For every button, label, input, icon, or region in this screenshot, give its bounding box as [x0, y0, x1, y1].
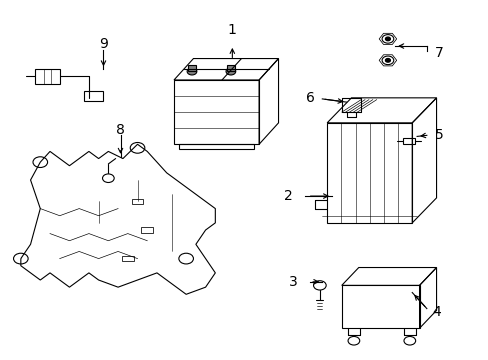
Text: 6: 6: [305, 91, 314, 105]
Text: 5: 5: [434, 129, 443, 142]
Bar: [35, 69, 60, 84]
Bar: [131, 199, 143, 204]
Text: 9: 9: [99, 37, 108, 51]
Text: 7: 7: [434, 46, 443, 60]
Circle shape: [385, 59, 389, 62]
Circle shape: [225, 68, 235, 75]
Bar: [188, 65, 196, 71]
Bar: [122, 256, 133, 261]
Bar: [226, 65, 234, 71]
Text: 1: 1: [227, 23, 236, 37]
Bar: [141, 227, 153, 233]
Circle shape: [385, 37, 389, 41]
Bar: [402, 138, 414, 144]
Bar: [84, 91, 103, 102]
Text: 4: 4: [431, 305, 440, 319]
Text: 8: 8: [116, 123, 125, 137]
Text: 3: 3: [288, 275, 297, 289]
Text: 2: 2: [284, 189, 292, 203]
Circle shape: [187, 68, 197, 75]
